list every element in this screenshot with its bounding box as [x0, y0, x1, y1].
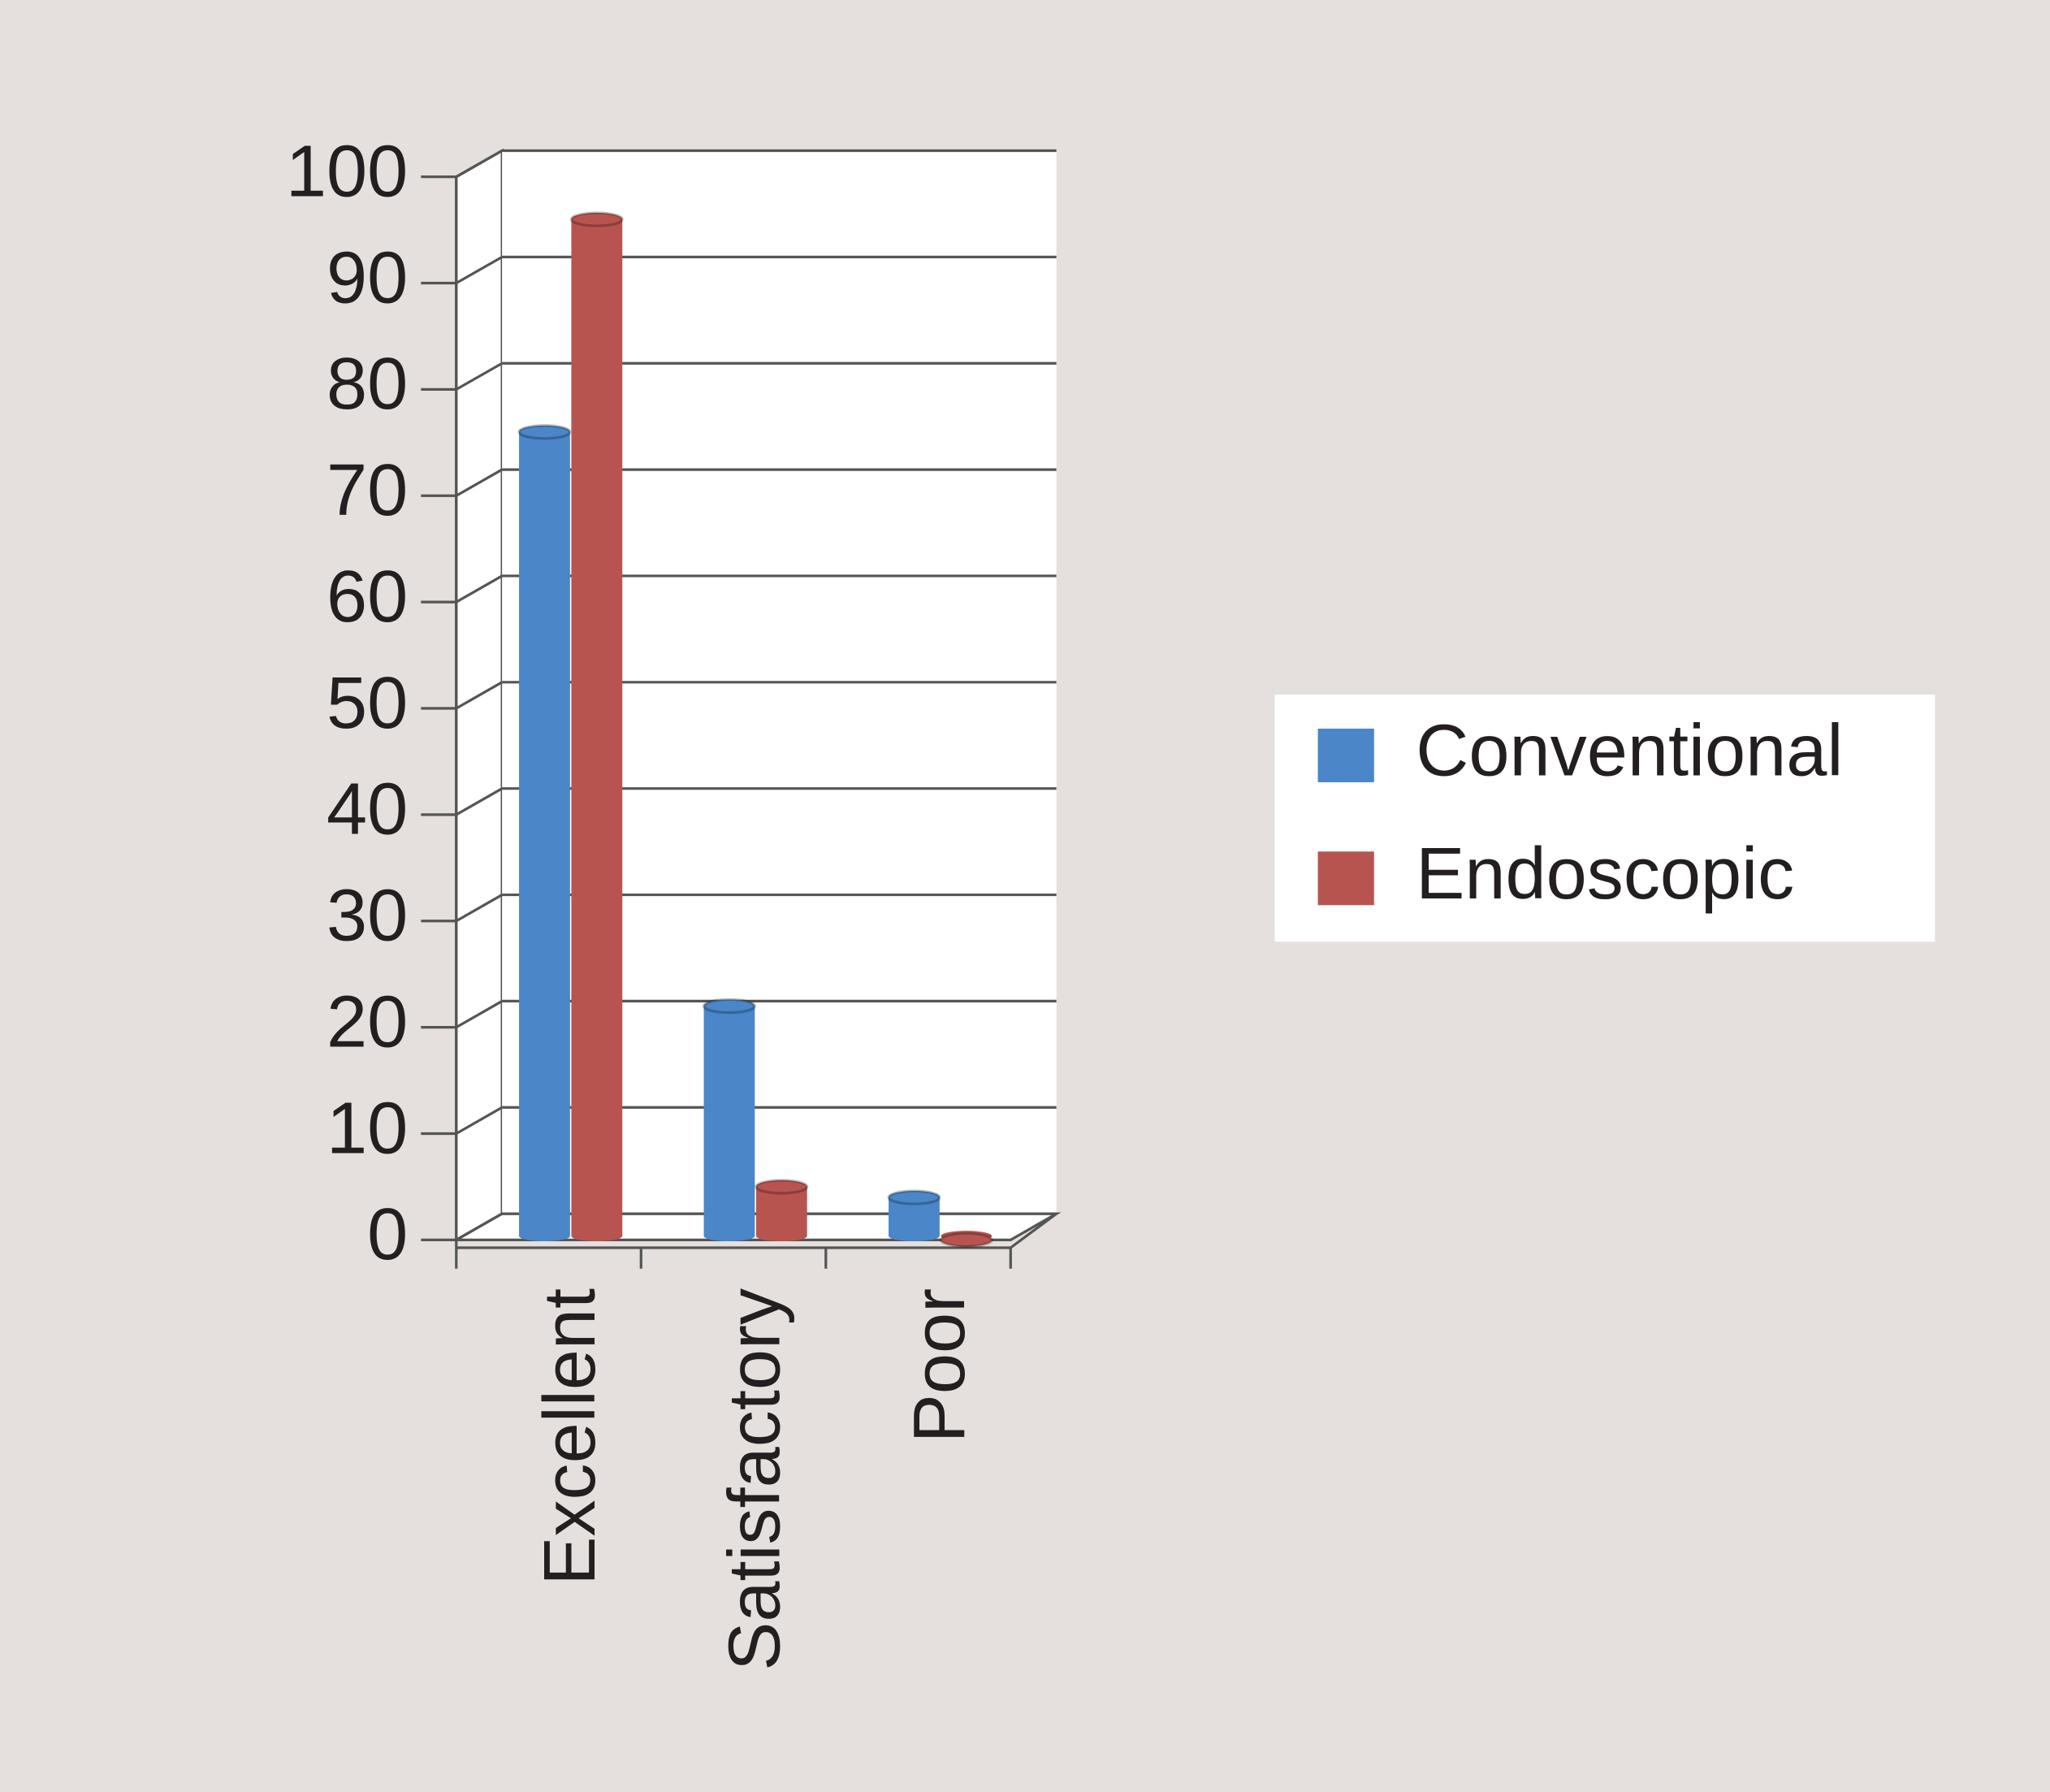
legend-label: Conventional — [1416, 710, 1843, 792]
grid-line — [455, 894, 503, 923]
bar-cap — [755, 1179, 809, 1195]
grid-line — [455, 361, 503, 391]
y-tick-label: 20 — [327, 980, 408, 1063]
bar — [755, 1186, 807, 1236]
grid-line — [455, 1106, 503, 1135]
y-tick-label: 100 — [286, 130, 408, 212]
bar-base — [703, 1231, 755, 1241]
legend — [1274, 695, 1935, 942]
bar-cap — [702, 998, 756, 1015]
bar-cap — [517, 424, 572, 440]
x-tick-label: Poor — [898, 1288, 980, 1443]
x-tick-label: Excellent — [529, 1288, 611, 1586]
bar-base — [519, 1231, 570, 1241]
grid-line — [455, 149, 503, 179]
grid-line — [455, 255, 503, 284]
y-tick-label: 0 — [367, 1193, 408, 1275]
y-tick-label: 80 — [327, 343, 408, 425]
x-axis-edge — [1010, 1212, 1057, 1249]
y-tick-label: 40 — [327, 768, 408, 851]
y-tick-label: 50 — [327, 662, 408, 744]
grid-line — [455, 787, 503, 816]
y-tick-label: 10 — [327, 1087, 408, 1169]
grid-line — [455, 1000, 503, 1029]
grid-line — [455, 468, 503, 497]
bar-cap — [569, 211, 624, 227]
y-tick-label: 60 — [327, 556, 408, 638]
y-tick-label: 90 — [327, 236, 408, 318]
y-tick-label: 70 — [327, 449, 408, 531]
grid-line — [455, 1212, 503, 1241]
bar — [571, 219, 623, 1236]
bar-base — [755, 1231, 807, 1241]
grid-line — [455, 574, 503, 604]
legend-swatch — [1317, 851, 1374, 906]
bar-base — [571, 1231, 623, 1241]
legend-label: Endoscopic — [1416, 833, 1794, 915]
x-tick-label: Satisfactory — [714, 1288, 796, 1671]
grid-line — [455, 681, 503, 710]
bar-cap — [939, 1231, 993, 1249]
bar — [519, 431, 570, 1236]
legend-swatch — [1317, 728, 1374, 782]
bar-base — [889, 1231, 940, 1241]
bar — [703, 1006, 755, 1236]
y-tick-label: 30 — [327, 875, 408, 957]
bar-cap — [887, 1189, 941, 1205]
